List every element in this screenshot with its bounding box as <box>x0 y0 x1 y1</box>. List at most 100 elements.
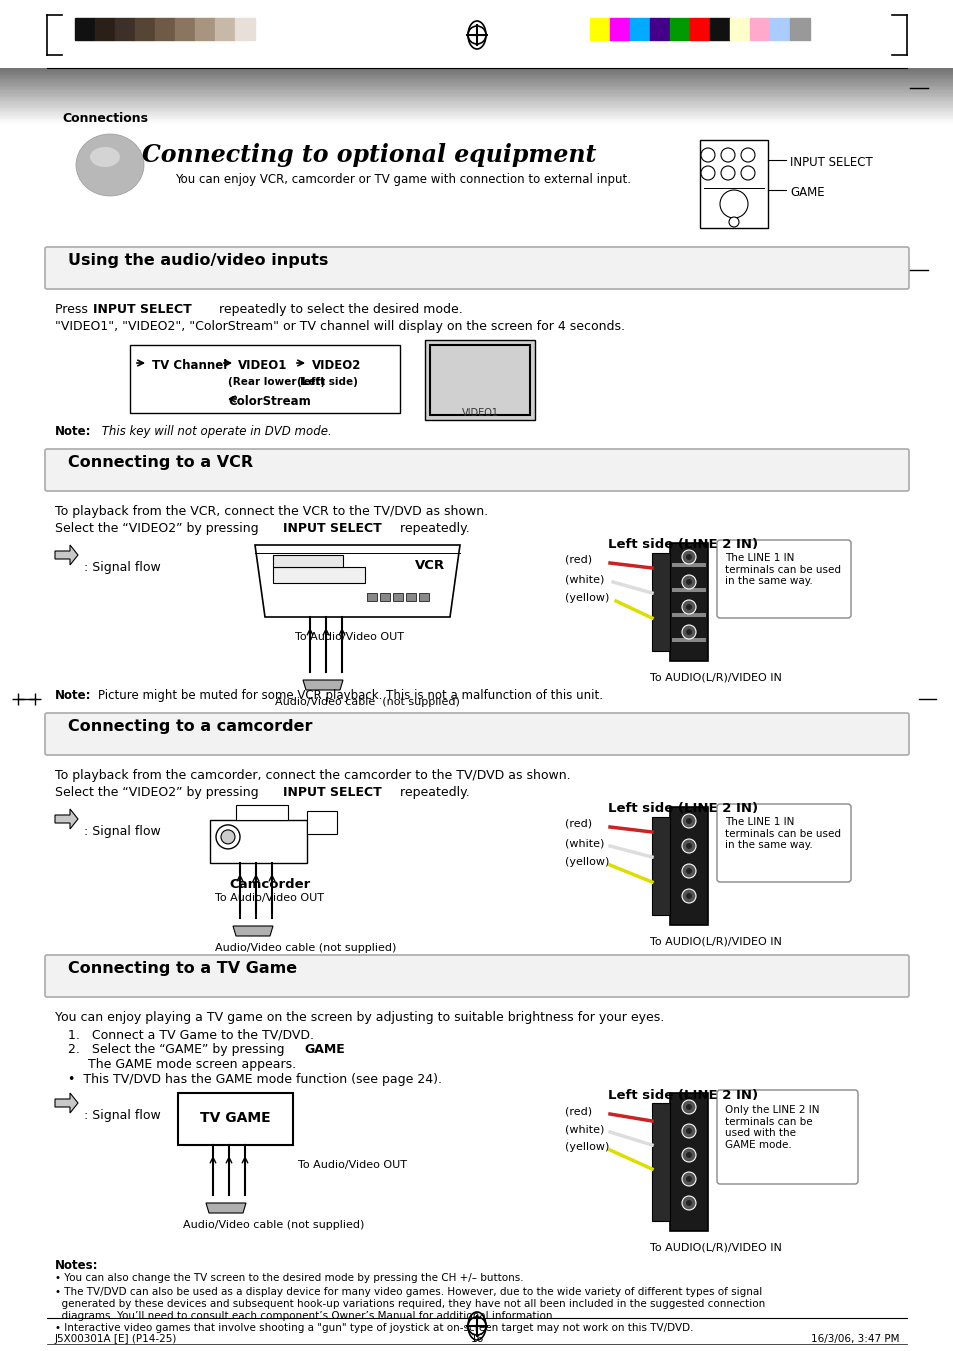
Bar <box>669 807 707 925</box>
Circle shape <box>685 893 691 898</box>
FancyBboxPatch shape <box>717 1090 857 1183</box>
Text: You can enjoy playing a TV game on the screen by adjusting to suitable brightnes: You can enjoy playing a TV game on the s… <box>55 1011 663 1024</box>
Text: Only the LINE 2 IN
terminals can be
used with the
GAME mode.: Only the LINE 2 IN terminals can be used… <box>724 1105 819 1150</box>
Circle shape <box>681 1100 696 1115</box>
Text: Note:: Note: <box>55 689 91 703</box>
Bar <box>307 811 337 834</box>
Bar <box>0 119 953 120</box>
Text: •  This TV/DVD has the GAME mode function (see page 24).: • This TV/DVD has the GAME mode function… <box>68 1073 441 1086</box>
Bar <box>214 18 234 41</box>
Bar <box>135 18 154 41</box>
Text: The LINE 1 IN
terminals can be used
in the same way.: The LINE 1 IN terminals can be used in t… <box>724 817 841 850</box>
Text: Notes:: Notes: <box>55 1259 98 1273</box>
Circle shape <box>685 817 691 824</box>
Bar <box>174 18 194 41</box>
Text: (red): (red) <box>564 555 592 565</box>
Bar <box>669 543 707 661</box>
Circle shape <box>685 867 691 874</box>
Bar <box>0 93 953 95</box>
Bar <box>629 18 649 41</box>
Text: repeatedly.: repeatedly. <box>395 521 469 535</box>
Bar <box>589 18 609 41</box>
Text: Picture might be muted for some VCR playback. This is not a malfunction of this : Picture might be muted for some VCR play… <box>98 689 602 703</box>
Circle shape <box>685 1152 691 1158</box>
Ellipse shape <box>90 147 120 168</box>
Circle shape <box>685 554 691 561</box>
Text: (white): (white) <box>564 838 604 848</box>
Circle shape <box>681 626 696 639</box>
Circle shape <box>681 1196 696 1210</box>
Circle shape <box>681 1148 696 1162</box>
Text: Connecting to a VCR: Connecting to a VCR <box>68 455 253 470</box>
Bar <box>75 18 95 41</box>
Text: .: . <box>337 1043 341 1056</box>
Text: Connecting to a TV Game: Connecting to a TV Game <box>68 961 296 975</box>
Text: Select the “VIDEO2” by pressing: Select the “VIDEO2” by pressing <box>55 521 262 535</box>
Bar <box>0 95 953 96</box>
Text: "VIDEO1", "VIDEO2", "ColorStream" or TV channel will display on the screen for 4: "VIDEO1", "VIDEO2", "ColorStream" or TV … <box>55 320 624 332</box>
Bar <box>671 613 705 617</box>
Polygon shape <box>55 544 78 565</box>
Polygon shape <box>206 1202 246 1213</box>
Bar <box>418 593 428 601</box>
Bar <box>0 80 953 82</box>
Circle shape <box>720 166 734 180</box>
Bar <box>0 105 953 107</box>
FancyBboxPatch shape <box>45 713 908 755</box>
Bar <box>0 86 953 88</box>
FancyBboxPatch shape <box>45 955 908 997</box>
Text: To Audio/Video OUT: To Audio/Video OUT <box>297 1161 407 1170</box>
Text: (white): (white) <box>564 574 604 584</box>
Circle shape <box>681 865 696 878</box>
Text: INPUT SELECT: INPUT SELECT <box>283 786 381 798</box>
Bar <box>0 97 953 99</box>
Bar <box>393 593 402 601</box>
Bar <box>669 1093 707 1231</box>
Bar <box>749 18 769 41</box>
Text: : Signal flow: : Signal flow <box>84 561 161 574</box>
Bar <box>0 109 953 111</box>
Circle shape <box>740 149 754 162</box>
Circle shape <box>681 550 696 563</box>
Text: Connections: Connections <box>62 112 148 126</box>
Text: GAME: GAME <box>789 186 823 199</box>
Bar <box>430 345 530 415</box>
Text: repeatedly to select the desired mode.: repeatedly to select the desired mode. <box>214 303 462 316</box>
FancyBboxPatch shape <box>717 540 850 617</box>
Circle shape <box>728 218 739 227</box>
Text: (red): (red) <box>564 1106 592 1116</box>
Text: This key will not operate in DVD mode.: This key will not operate in DVD mode. <box>98 426 332 438</box>
Text: ColorStream: ColorStream <box>228 394 311 408</box>
Bar <box>649 18 669 41</box>
Bar <box>273 555 343 567</box>
Bar <box>0 104 953 105</box>
Bar <box>194 18 214 41</box>
Circle shape <box>685 580 691 585</box>
Bar <box>700 141 767 228</box>
Bar <box>0 82 953 84</box>
Bar <box>0 113 953 115</box>
Text: Audio/Video cable (not supplied): Audio/Video cable (not supplied) <box>183 1220 364 1229</box>
Bar <box>0 0 953 76</box>
Text: 2.   Select the “GAME” by pressing: 2. Select the “GAME” by pressing <box>68 1043 288 1056</box>
Text: Connecting to a camcorder: Connecting to a camcorder <box>68 719 313 734</box>
Text: To AUDIO(L/R)/VIDEO IN: To AUDIO(L/R)/VIDEO IN <box>649 1243 781 1252</box>
Bar <box>0 69 953 72</box>
Text: : Signal flow: : Signal flow <box>84 1109 161 1121</box>
Circle shape <box>681 889 696 902</box>
Polygon shape <box>303 680 343 690</box>
Text: Audio/Video cable  (not supplied): Audio/Video cable (not supplied) <box>274 697 459 707</box>
Bar <box>689 18 709 41</box>
Text: 1.   Connect a TV Game to the TV/DVD.: 1. Connect a TV Game to the TV/DVD. <box>68 1028 314 1042</box>
Circle shape <box>681 839 696 852</box>
Circle shape <box>685 1128 691 1133</box>
Polygon shape <box>55 809 78 830</box>
Bar <box>0 103 953 104</box>
Text: INPUT SELECT: INPUT SELECT <box>789 155 872 169</box>
Text: Using the audio/video inputs: Using the audio/video inputs <box>68 253 328 267</box>
Bar <box>0 72 953 74</box>
Text: • You can also change the TV screen to the desired mode by pressing the CH +/– b: • You can also change the TV screen to t… <box>55 1273 523 1283</box>
Text: TV GAME: TV GAME <box>199 1111 270 1125</box>
Text: Note:: Note: <box>55 426 91 438</box>
Bar <box>0 107 953 108</box>
